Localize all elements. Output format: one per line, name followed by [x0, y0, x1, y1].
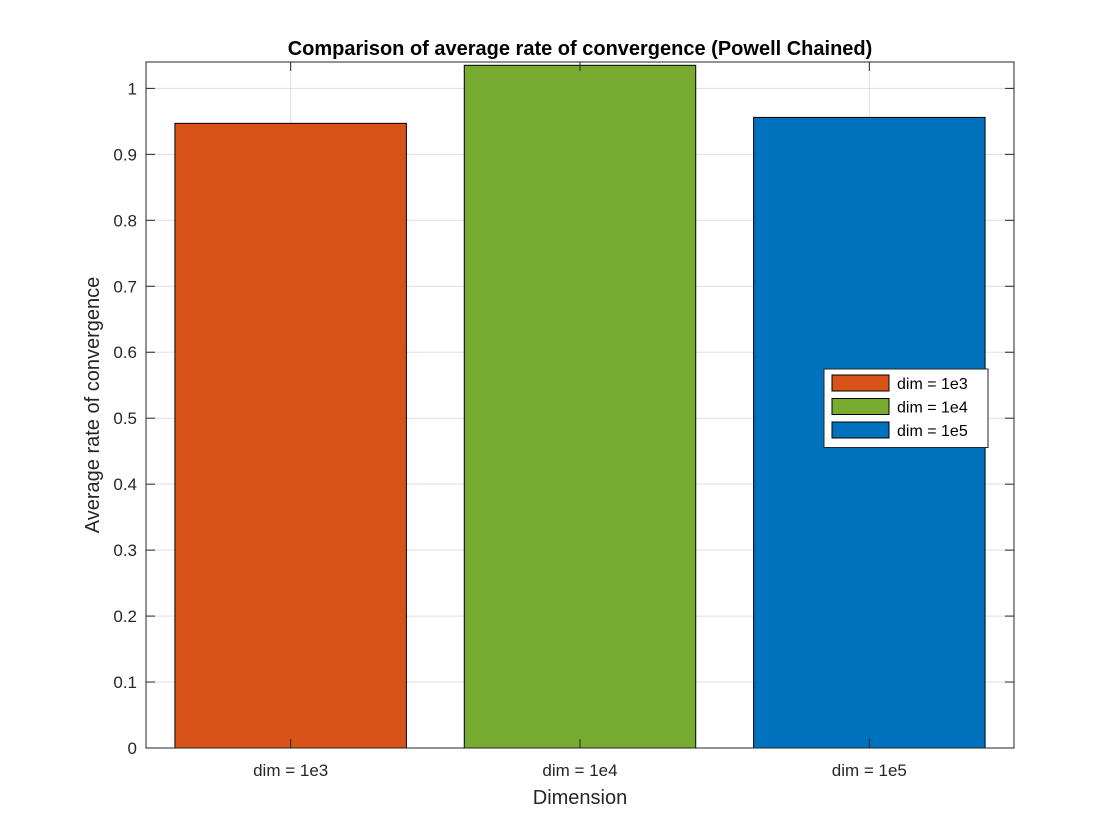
bar-1	[174, 122, 407, 749]
x-axis-label: Dimension	[533, 787, 627, 809]
chart-title: Comparison of average rate of convergenc…	[288, 38, 873, 60]
legend-label-3: dim = 1e5	[897, 423, 968, 440]
y-tick-label: 0.2	[113, 607, 137, 626]
x-tick-labels: dim = 1e3 dim = 1e4 dim = 1e5	[253, 761, 907, 780]
y-tick-label: 0.8	[113, 211, 137, 230]
y-tick-labels: 0 0.1 0.2 0.3 0.4 0.5 0.6 0.7 0.8 0.9 1	[113, 79, 137, 758]
x-tick-label: dim = 1e3	[253, 761, 328, 780]
y-axis-label: Average rate of convergence	[82, 277, 104, 533]
y-tick-label: 0.7	[113, 277, 137, 296]
x-tick-label: dim = 1e5	[832, 761, 907, 780]
x-tick-label: dim = 1e4	[542, 761, 617, 780]
y-tick-label: 0.9	[113, 145, 137, 164]
y-tick-label: 0.5	[113, 409, 137, 428]
legend-label-1: dim = 1e3	[897, 376, 968, 393]
y-tick-label: 0.6	[113, 343, 137, 362]
legend-swatch-1	[831, 374, 890, 392]
y-tick-label: 1	[128, 79, 137, 98]
bar-2	[463, 64, 697, 749]
legend-swatch-3	[831, 421, 890, 439]
legend-swatch-2	[831, 398, 890, 415]
y-tick-label: 0.4	[113, 475, 137, 494]
legend: dim = 1e3 dim = 1e4 dim = 1e5	[823, 368, 989, 448]
ticks	[146, 62, 1014, 749]
legend-label-2: dim = 1e4	[897, 400, 968, 417]
y-tick-label: 0.1	[113, 673, 137, 692]
y-tick-label: 0	[128, 739, 137, 758]
y-tick-label: 0.3	[113, 541, 137, 560]
